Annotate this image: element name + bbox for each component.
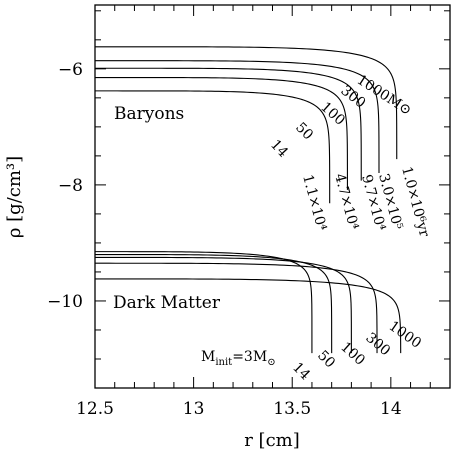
x-tick-label: 12.5 — [76, 399, 114, 419]
plot-frame — [94, 4, 451, 389]
baryons-label: Baryons — [114, 104, 184, 124]
dark-matter-curve — [95, 253, 333, 354]
y-axis-label: ρ [g/cm³] — [4, 156, 25, 238]
minit-prefix: M — [201, 349, 215, 365]
baryon-time-label: 4.7×10⁴ — [331, 172, 361, 232]
x-tick-label: 13 — [183, 399, 205, 419]
x-tick-label: 14 — [380, 399, 402, 419]
dark-matter-label: Dark Matter — [113, 293, 221, 313]
sun-symbol: ⊙ — [267, 357, 275, 368]
baryon-mass-label: 50 — [292, 120, 316, 144]
dark-matter-curve — [95, 278, 402, 354]
baryon-curve — [95, 76, 348, 190]
dark-matter-curve — [95, 256, 352, 354]
axis-ticks: 12.5 13 13.5 14 −6 −8 −10 — [47, 5, 451, 419]
baryon-mass-label: 14 — [267, 137, 291, 161]
x-tick-label: 13.5 — [273, 399, 311, 419]
baryon-mass-label: 100 — [317, 99, 348, 129]
dark-matter-curve — [95, 251, 313, 354]
curves-layer — [95, 46, 402, 354]
baryon-curve — [95, 46, 398, 160]
y-tick-label: −10 — [47, 292, 83, 312]
baryon-curve — [95, 60, 380, 174]
y-tick-label: −6 — [58, 60, 83, 80]
baryon-curve — [95, 90, 331, 204]
baryon-curve — [95, 67, 362, 181]
labels-layer: 1000M⊙1.0×10⁶yr3003.0×10⁵1009.7×10⁴504.7… — [267, 72, 432, 384]
dark-matter-mass-label: 300 — [362, 330, 393, 359]
dark-matter-mass-label: 100 — [337, 339, 368, 369]
dark-matter-mass-label: 14 — [289, 360, 313, 384]
y-tick-label: −8 — [58, 176, 83, 196]
minit-value: =3M — [232, 349, 267, 365]
x-axis-label: r [cm] — [244, 430, 300, 451]
baryon-time-label: 1.1×10⁴ — [299, 173, 329, 233]
dark-matter-curve — [95, 262, 378, 354]
dark-matter-mass-label: 50 — [314, 348, 338, 372]
minit-subscript: init — [215, 357, 232, 368]
minit-label: Minit=3M⊙ — [201, 349, 276, 368]
